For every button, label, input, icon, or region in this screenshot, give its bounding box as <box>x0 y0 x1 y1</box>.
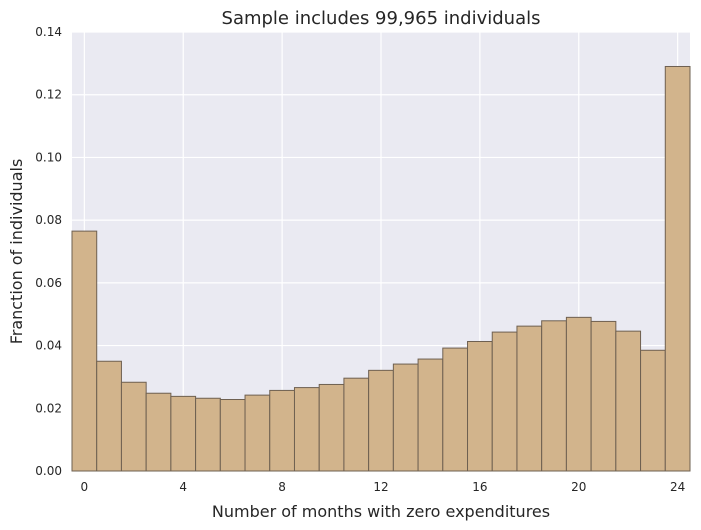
bars <box>71 65 691 472</box>
chart-title: Sample includes 99,965 individuals <box>222 8 541 29</box>
histogram-bar-6 <box>219 399 246 472</box>
y-tick-label: 0.02 <box>35 401 62 415</box>
histogram-bar-12 <box>368 369 394 472</box>
x-tick-label: 24 <box>670 480 685 494</box>
y-tick-label: 0.00 <box>35 464 62 478</box>
histogram-bar-14 <box>417 358 444 472</box>
x-tick-label: 20 <box>571 480 586 494</box>
x-tick-label: 16 <box>472 480 487 494</box>
histogram-bar-1 <box>96 360 122 472</box>
histogram-bar-2 <box>120 381 147 472</box>
histogram-bar-0 <box>71 230 98 472</box>
histogram-bar-5 <box>195 397 221 472</box>
histogram-bar-7 <box>244 394 271 472</box>
histogram-bar-11 <box>343 377 370 472</box>
histogram-bar-16 <box>467 340 493 472</box>
histogram-bar-3 <box>145 392 172 472</box>
histogram-bar-21 <box>590 320 617 472</box>
histogram-bar-13 <box>392 363 419 472</box>
histogram-bar-18 <box>516 325 543 472</box>
histogram-bar-4 <box>170 395 197 472</box>
histogram-bar-24 <box>664 65 691 472</box>
histogram-bar-23 <box>640 349 666 472</box>
histogram-bar-15 <box>442 347 469 472</box>
y-tick-label: 0.14 <box>35 25 62 39</box>
y-tick-label: 0.10 <box>35 150 62 164</box>
histogram-bar-22 <box>615 330 642 472</box>
y-tick-label: 0.04 <box>35 339 62 353</box>
y-tick-labels: 0.00 0.02 0.04 0.06 0.08 0.10 0.12 0.14 <box>35 25 62 478</box>
y-axis-label: Franction of individuals <box>7 159 26 345</box>
y-tick-label: 0.06 <box>35 276 62 290</box>
histogram-bar-9 <box>293 387 320 472</box>
x-tick-label: 0 <box>81 480 89 494</box>
histogram-bar-8 <box>269 389 295 472</box>
histogram-bar-17 <box>491 331 518 472</box>
x-axis-label: Number of months with zero expenditures <box>212 502 550 521</box>
histogram-bar-19 <box>541 320 567 472</box>
histogram-bar-20 <box>565 316 592 472</box>
x-tick-labels: 0 4 8 12 16 20 24 <box>81 480 686 494</box>
x-tick-label: 4 <box>179 480 187 494</box>
x-tick-label: 8 <box>278 480 286 494</box>
x-tick-label: 12 <box>373 480 388 494</box>
histogram-bar-10 <box>318 383 345 472</box>
y-tick-label: 0.12 <box>35 88 62 102</box>
y-tick-label: 0.08 <box>35 213 62 227</box>
